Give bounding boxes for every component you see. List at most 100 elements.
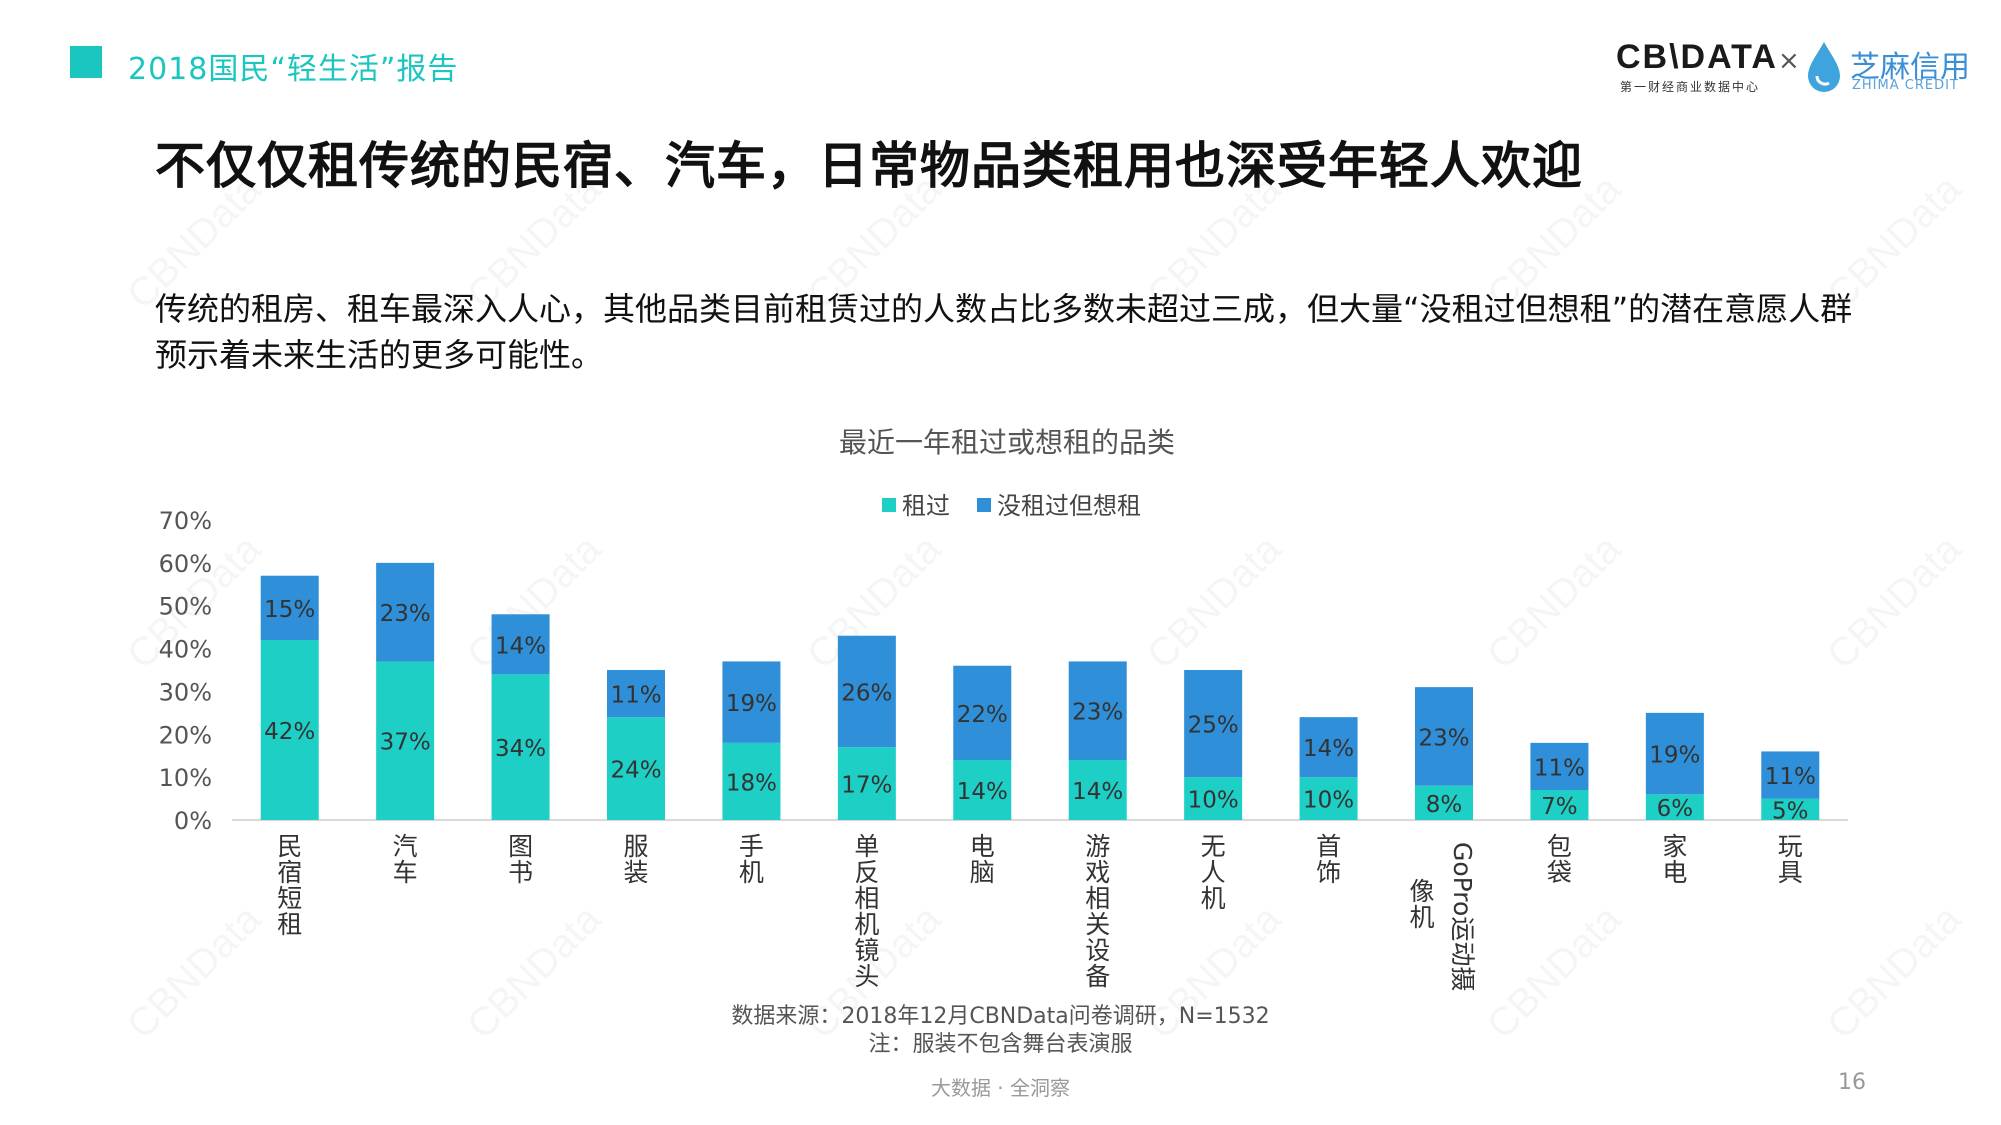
bar-1-4 bbox=[722, 661, 781, 743]
y-tick-label: 10% bbox=[159, 764, 212, 792]
x-tick-label: 服装 bbox=[623, 832, 648, 887]
data-label: 10% bbox=[1188, 788, 1239, 814]
y-tick-label: 40% bbox=[159, 636, 212, 664]
y-tick-label: 50% bbox=[159, 593, 212, 621]
chart-note: 注：服装不包含舞台表演服 bbox=[868, 1032, 1133, 1057]
x-tick-label: 玩具 bbox=[1778, 832, 1803, 887]
legend-label-1: 没租过但想租 bbox=[997, 492, 1141, 520]
x-tick-label: 像 bbox=[1409, 877, 1434, 906]
data-label: 14% bbox=[495, 633, 546, 659]
data-label: 24% bbox=[610, 758, 661, 784]
bar-1-3 bbox=[607, 670, 665, 718]
page-title: 不仅仅租传统的民宿、汽车，日常物品类租用也深受年轻人欢迎 bbox=[155, 137, 1583, 195]
cbndata-logo: CB\DATA bbox=[1616, 38, 1778, 76]
bar-1-5 bbox=[837, 635, 896, 748]
x-tick-label: 游戏相关设备 bbox=[1085, 832, 1110, 991]
chart-title: 最近一年租过或想租的品类 bbox=[839, 426, 1175, 459]
bar-0-3 bbox=[607, 717, 665, 820]
data-label: 37% bbox=[380, 730, 431, 756]
zhima-drop-icon bbox=[1808, 42, 1840, 92]
x-tick-label: 民宿短租 bbox=[277, 832, 302, 939]
data-label: 14% bbox=[957, 779, 1008, 805]
header-accent-square bbox=[70, 46, 102, 78]
zhima-credit-logo-subtitle: ZHIMA CREDIT bbox=[1852, 78, 1959, 93]
bar-0-2 bbox=[491, 674, 550, 820]
data-label: 17% bbox=[841, 773, 892, 799]
y-tick-label: 60% bbox=[159, 550, 212, 578]
x-tick-label: 无人机 bbox=[1201, 832, 1226, 913]
data-label: 14% bbox=[1303, 736, 1354, 762]
page-description: 传统的租房、租车最深入人心，其他品类目前租赁过的人数占比多数未超过三成，但大量“… bbox=[155, 290, 1853, 374]
bar-0-9 bbox=[1299, 777, 1358, 820]
x-tick-label: 机 bbox=[1409, 903, 1434, 932]
x-tick-label: 图书 bbox=[508, 832, 533, 887]
bar-0-6 bbox=[953, 760, 1012, 820]
data-label: 18% bbox=[726, 770, 777, 796]
data-source: 数据来源：2018年12月CBNData问卷调研，N=1532 bbox=[731, 1004, 1270, 1029]
x-tick-label: 单反相机镜头 bbox=[854, 832, 879, 991]
bar-0-12 bbox=[1645, 794, 1704, 820]
bar-0-7 bbox=[1068, 760, 1127, 820]
data-label: 5% bbox=[1772, 798, 1809, 824]
data-label: 19% bbox=[1649, 743, 1700, 769]
bar-0-4 bbox=[722, 742, 781, 820]
bar-1-7 bbox=[1068, 661, 1127, 760]
bar-1-0 bbox=[260, 575, 319, 640]
bar-0-10 bbox=[1415, 785, 1473, 820]
data-label: 10% bbox=[1303, 788, 1354, 814]
data-label: 23% bbox=[1418, 725, 1469, 751]
footer-slogan: 大数据 · 全洞察 bbox=[930, 1076, 1071, 1100]
bar-1-2 bbox=[491, 614, 550, 675]
data-label: 26% bbox=[841, 680, 892, 706]
bar-1-13 bbox=[1761, 751, 1820, 799]
page-number: 16 bbox=[1838, 1070, 1866, 1095]
data-label: 42% bbox=[264, 719, 315, 745]
data-label: 19% bbox=[726, 691, 777, 717]
bar-0-11 bbox=[1530, 790, 1589, 820]
x-tick-label: 包袋 bbox=[1547, 832, 1572, 887]
x-tick-label: 手机 bbox=[739, 832, 764, 887]
data-label: 34% bbox=[495, 736, 546, 762]
y-tick-label: 70% bbox=[159, 507, 212, 535]
legend-swatch-0 bbox=[882, 498, 896, 512]
bar-1-11 bbox=[1530, 742, 1589, 790]
y-tick-label: 20% bbox=[159, 721, 212, 749]
bar-0-8 bbox=[1184, 777, 1243, 820]
data-label: 7% bbox=[1541, 794, 1578, 820]
bar-1-9 bbox=[1299, 717, 1358, 778]
bar-1-1 bbox=[376, 562, 435, 662]
x-tick-label: GoPro运动摄 bbox=[1448, 842, 1477, 991]
bar-1-6 bbox=[953, 665, 1012, 760]
bar-0-0 bbox=[260, 640, 319, 820]
data-label: 23% bbox=[1072, 700, 1123, 726]
data-label: 6% bbox=[1657, 796, 1694, 822]
y-tick-label: 0% bbox=[174, 807, 212, 835]
legend-swatch-1 bbox=[977, 498, 991, 512]
data-label: 22% bbox=[957, 702, 1008, 728]
bar-0-1 bbox=[376, 661, 435, 820]
bar-0-5 bbox=[837, 747, 896, 820]
data-label: 11% bbox=[610, 683, 661, 709]
x-tick-label: 家电 bbox=[1662, 832, 1687, 887]
bar-0-13 bbox=[1761, 798, 1820, 820]
cbndata-logo-subtitle: 第一财经商业数据中心 bbox=[1620, 80, 1761, 94]
zhima-credit-logo: 芝麻信用 bbox=[1850, 50, 1970, 85]
data-label: 14% bbox=[1072, 779, 1123, 805]
x-tick-label: 汽车 bbox=[393, 832, 418, 887]
bar-1-10 bbox=[1415, 687, 1473, 786]
x-tick-label: 首饰 bbox=[1316, 832, 1341, 887]
report-title: 2018国民“轻生活”报告 bbox=[128, 52, 459, 87]
bar-1-12 bbox=[1645, 712, 1704, 795]
y-tick-label: 30% bbox=[159, 678, 212, 706]
legend-label-0: 租过 bbox=[902, 492, 950, 520]
data-label: 8% bbox=[1426, 792, 1463, 818]
data-label: 23% bbox=[380, 601, 431, 627]
logo-times-icon: × bbox=[1778, 46, 1800, 76]
data-label: 25% bbox=[1188, 713, 1239, 739]
x-tick-label: 电脑 bbox=[970, 832, 995, 887]
data-label: 11% bbox=[1534, 755, 1585, 781]
data-label: 15% bbox=[264, 597, 315, 623]
data-label: 11% bbox=[1765, 764, 1816, 790]
bar-1-8 bbox=[1184, 670, 1243, 778]
